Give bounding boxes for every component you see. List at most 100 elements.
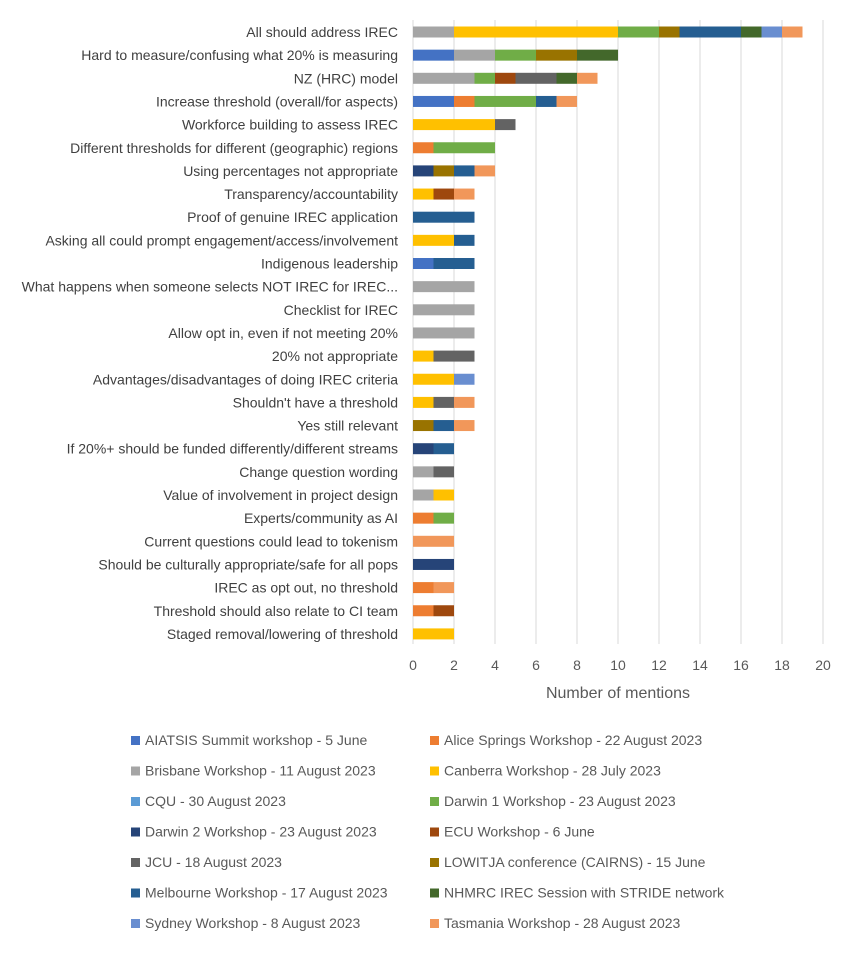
- bar-segment: [413, 304, 475, 316]
- legend-swatch: [430, 827, 439, 837]
- legend-swatch: [430, 919, 439, 928]
- category-label: Current questions could lead to tokenism: [144, 533, 398, 549]
- legend-entry: CQU - 30 August 2023: [145, 793, 286, 809]
- bar-segment: [413, 49, 454, 61]
- bar-segment: [433, 489, 454, 501]
- bar-segment: [413, 489, 434, 501]
- category-label: Indigenous leadership: [261, 256, 398, 272]
- legend-swatch: [430, 888, 439, 898]
- bar-segment: [495, 49, 536, 61]
- bar-segment: [577, 72, 598, 84]
- bar-segment: [433, 420, 454, 432]
- legend-entry: Melbourne Workshop - 17 August 2023: [145, 885, 388, 901]
- bar-segment: [413, 373, 454, 385]
- bar-segment: [433, 350, 475, 362]
- bar-segment: [413, 420, 434, 432]
- category-label: Workforce building to assess IREC: [182, 117, 398, 133]
- legend-entry: Sydney Workshop - 8 August 2023: [145, 915, 361, 931]
- category-label: Shouldn't have a threshold: [233, 394, 398, 410]
- bar-segment: [474, 165, 495, 177]
- category-label: 20% not appropriate: [272, 348, 398, 364]
- bar-segment: [413, 142, 434, 154]
- legend-swatch: [131, 827, 140, 837]
- bar-segment: [413, 628, 454, 640]
- bar-segment: [413, 558, 454, 570]
- bar-segment: [433, 605, 454, 617]
- x-tick-label: 16: [733, 657, 749, 673]
- category-label: What happens when someone selects NOT IR…: [22, 279, 398, 295]
- bar-segment: [474, 95, 536, 107]
- bar-segment: [454, 396, 475, 408]
- bar-segment: [413, 26, 454, 38]
- bar-segment: [433, 582, 454, 594]
- bar-segment: [454, 165, 475, 177]
- bar-segment: [413, 165, 434, 177]
- category-label: Hard to measure/confusing what 20% is me…: [81, 47, 398, 63]
- category-label: Experts/community as AI: [244, 510, 398, 526]
- bar-segment: [536, 49, 577, 61]
- bar-segment: [413, 350, 434, 362]
- x-tick-label: 20: [815, 657, 831, 673]
- bar-segment: [454, 373, 475, 385]
- bar-segment: [515, 72, 557, 84]
- category-label: All should address IREC: [246, 24, 398, 40]
- bar-segment: [433, 258, 475, 269]
- bar-segment: [495, 119, 516, 131]
- bar-segment: [413, 466, 434, 478]
- bars: [413, 26, 803, 640]
- bar-segment: [782, 26, 803, 38]
- bar-segment: [433, 396, 454, 408]
- bar-segment: [413, 234, 454, 246]
- bar-segment: [413, 211, 475, 223]
- bar-segment: [413, 72, 475, 84]
- bar-segment: [474, 72, 495, 84]
- bar-segment: [433, 443, 454, 455]
- bar-segment: [454, 26, 618, 38]
- category-label: Should be culturally appropriate/safe fo…: [98, 556, 398, 572]
- bar-segment: [556, 72, 577, 84]
- bar-segment: [577, 49, 618, 61]
- legend-entry: LOWITJA conference (CAIRNS) - 15 June: [444, 854, 706, 870]
- category-label: Proof of genuine IREC application: [187, 209, 398, 225]
- bar-segment: [454, 95, 475, 107]
- bar-segment: [454, 420, 475, 432]
- bar-segment: [413, 95, 454, 107]
- legend-entry: JCU - 18 August 2023: [145, 854, 282, 870]
- bar-segment: [454, 234, 475, 246]
- bar-segment: [413, 512, 434, 524]
- legend-entry: Alice Springs Workshop - 22 August 2023: [444, 732, 702, 748]
- bar-segment: [433, 466, 454, 478]
- legend-swatch: [131, 766, 140, 776]
- bar-segment: [413, 582, 434, 594]
- legend-swatch: [131, 919, 140, 928]
- bar-segment: [433, 165, 454, 177]
- bar-segment: [433, 188, 454, 200]
- legend-swatch: [430, 736, 439, 745]
- legend-entry: ECU Workshop - 6 June: [444, 824, 595, 840]
- bar-segment: [556, 95, 577, 107]
- category-label: Asking all could prompt engagement/acces…: [45, 232, 398, 248]
- legend-swatch: [131, 858, 140, 867]
- legend-swatch: [131, 736, 140, 745]
- category-label: Value of involvement in project design: [163, 487, 398, 503]
- category-label: NZ (HRC) model: [294, 70, 398, 86]
- legend-swatch: [430, 858, 439, 867]
- x-tick-label: 4: [491, 657, 499, 673]
- legend-swatch: [430, 797, 439, 806]
- category-label: Advantages/disadvantages of doing IREC c…: [93, 371, 398, 387]
- bar-segment: [413, 443, 434, 455]
- x-axis-label: Number of mentions: [546, 685, 690, 702]
- bar-segment: [413, 535, 454, 547]
- category-label: IREC as opt out, no threshold: [214, 580, 398, 596]
- category-labels: All should address IREC Hard to measure/c…: [22, 24, 399, 642]
- bar-segment: [413, 281, 475, 293]
- legend-entry: Darwin 2 Workshop - 23 August 2023: [145, 824, 377, 840]
- bar-segment: [433, 512, 454, 524]
- category-label: Using percentages not appropriate: [183, 163, 398, 179]
- bar-segment: [413, 188, 434, 200]
- x-tick-label: 14: [692, 657, 708, 673]
- legend-entry: Tasmania Workshop - 28 August 2023: [444, 915, 681, 931]
- bar-segment: [454, 188, 475, 200]
